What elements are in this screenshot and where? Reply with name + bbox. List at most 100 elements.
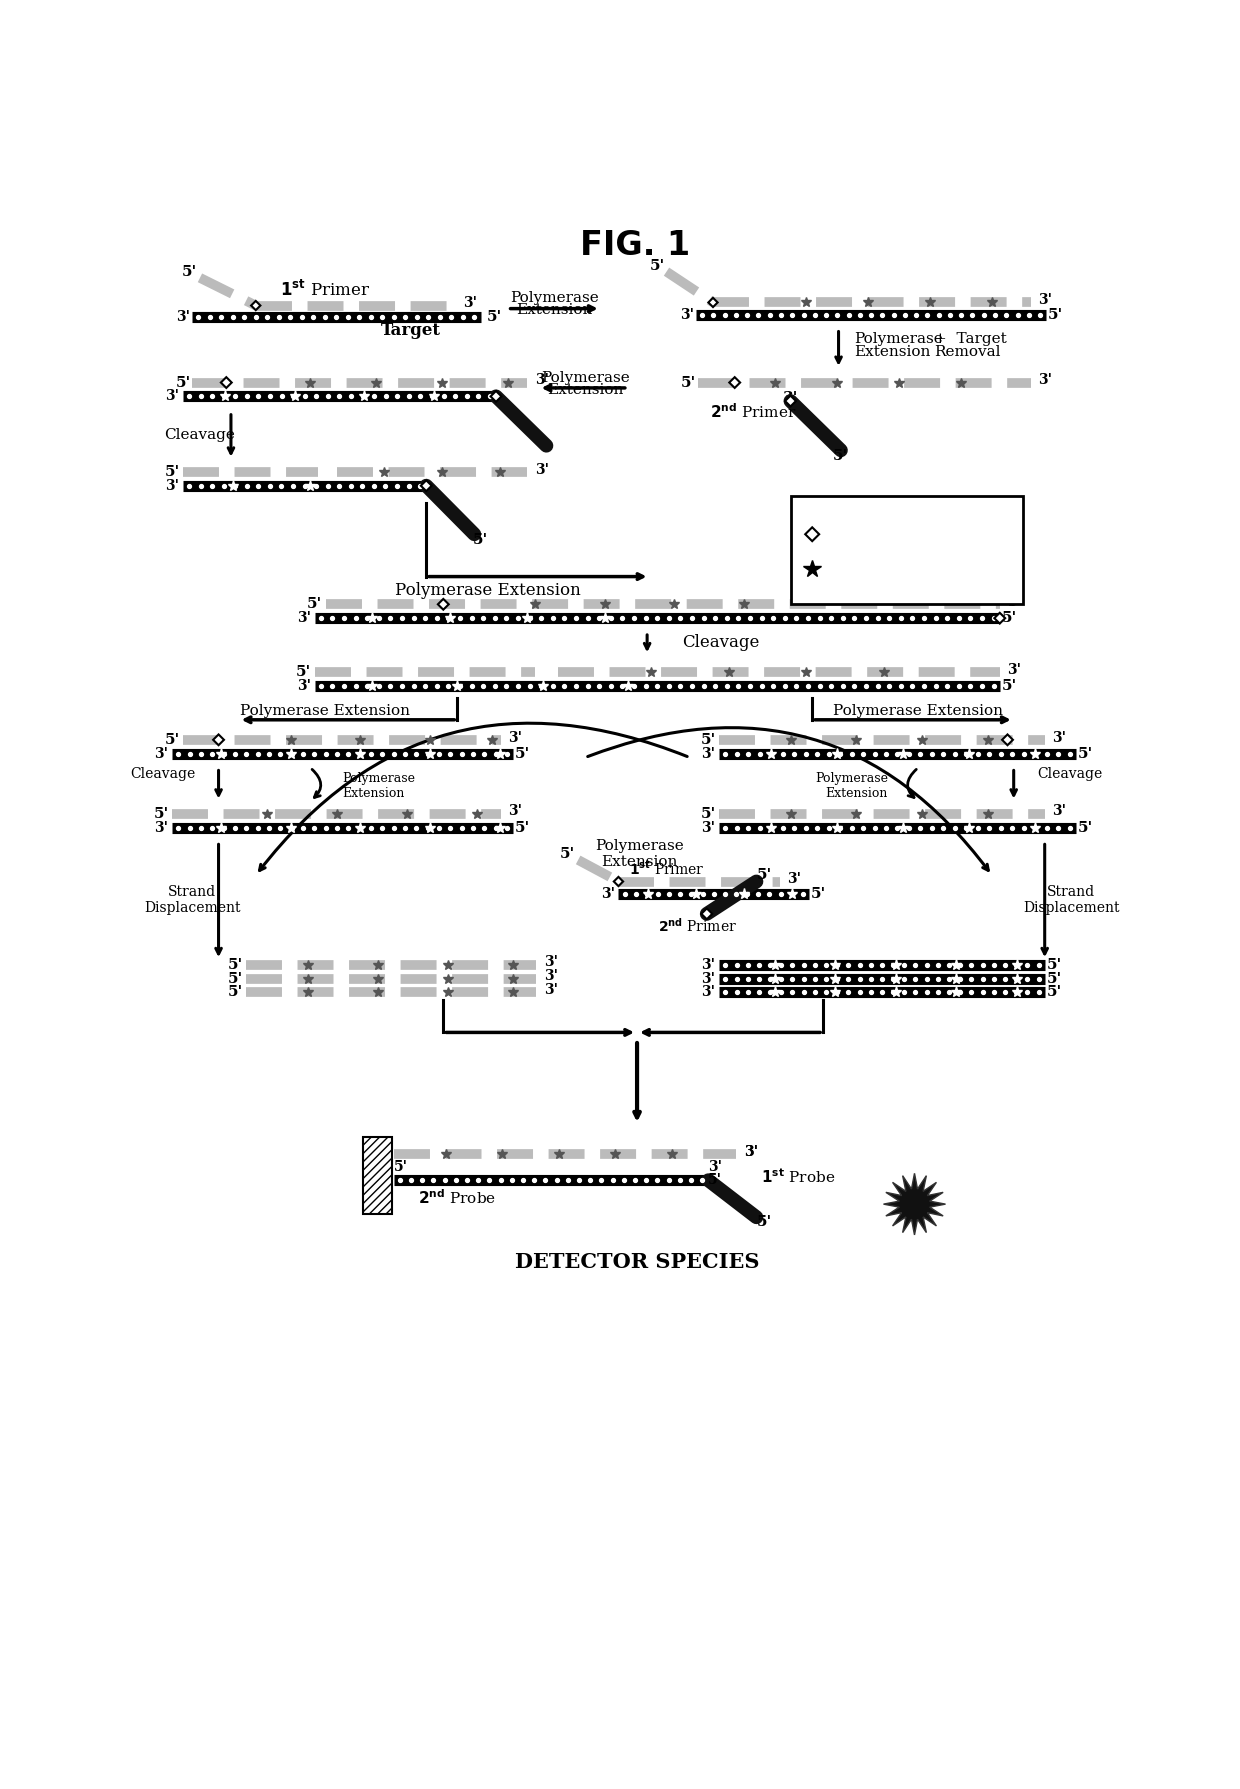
Text: 3': 3' [1039,293,1053,308]
Polygon shape [491,392,501,403]
Text: Cleavage: Cleavage [1037,767,1102,780]
Text: 5': 5' [559,846,575,861]
Text: 3': 3' [708,1161,723,1174]
Text: Target: Target [381,322,440,338]
Text: 3': 3' [544,955,558,970]
Text: 5': 5' [165,465,180,479]
Text: 5': 5' [1002,612,1017,624]
Text: 3': 3' [508,805,522,818]
Text: 3': 3' [702,971,715,986]
Text: 5': 5' [1047,971,1061,986]
Text: 3': 3' [296,612,311,624]
Text: +  Target: + Target [934,333,1007,347]
Text: Polymerase
Extension: Polymerase Extension [815,773,888,800]
Text: 5': 5' [1047,957,1061,971]
Text: 3': 3' [702,957,715,971]
Text: $\mathbf{1^{st}}$ Probe: $\mathbf{1^{st}}$ Probe [761,1166,836,1186]
Text: 5': 5' [1047,986,1061,1000]
Text: Polymerase Extension: Polymerase Extension [241,705,410,719]
Text: enzyme site: enzyme site [826,540,916,555]
Polygon shape [994,614,1006,624]
Polygon shape [213,735,224,746]
Text: Polymerase: Polymerase [854,333,942,347]
Text: 3': 3' [744,1145,758,1159]
Text: 3': 3' [508,730,522,744]
Text: 3': 3' [1053,805,1066,818]
Text: 5': 5' [1002,678,1017,692]
Text: 3': 3' [464,297,477,309]
Text: 5': 5' [515,746,529,760]
Text: 3': 3' [376,1174,389,1188]
Text: 3': 3' [176,309,190,324]
Text: 3': 3' [544,984,558,996]
Text: Polymerase
Extension: Polymerase Extension [342,773,415,800]
Text: 5': 5' [228,957,243,971]
Text: 3': 3' [165,479,179,492]
Polygon shape [702,909,712,920]
Text: 5': 5' [701,807,715,821]
Text: 3': 3' [1007,662,1022,676]
Text: Polymerase
Extension: Polymerase Extension [595,839,683,869]
Text: 5': 5' [175,376,191,390]
Text: 3': 3' [154,746,169,760]
Text: 3': 3' [376,1174,389,1188]
Text: 5': 5' [756,1215,771,1229]
Text: 3': 3' [296,678,311,692]
Text: 3': 3' [544,970,558,984]
Text: 3': 3' [702,821,715,835]
Text: 5': 5' [1048,308,1063,322]
Text: $\mathbf{2^{nd}}$ Probe: $\mathbf{2^{nd}}$ Probe [418,1188,496,1208]
Text: 5': 5' [515,821,529,835]
Bar [363,1138,392,1215]
Text: 5': 5' [296,666,311,680]
Text: 3': 3' [154,821,169,835]
Text: Polymerase: Polymerase [541,370,630,385]
Text: 3': 3' [1039,374,1053,386]
Text: 5': 5' [228,986,243,1000]
Text: Polymerase Extension: Polymerase Extension [396,581,582,599]
Text: 3': 3' [782,392,799,404]
Text: 5': 5' [811,887,826,902]
Text: Cleavage: Cleavage [682,633,759,651]
Text: 5': 5' [376,1147,391,1161]
Text: 5': 5' [1078,746,1092,760]
Text: 5': 5' [472,533,489,547]
Text: 3': 3' [702,986,715,1000]
Text: Extension: Extension [516,302,593,317]
Text: 3': 3' [787,873,801,886]
Text: Polymerase: Polymerase [510,292,599,304]
Text: 5': 5' [650,258,665,272]
Text: Modification: Modification [826,560,923,574]
Polygon shape [729,377,740,388]
Text: 3': 3' [165,390,179,403]
Polygon shape [250,301,260,309]
Text: $\mathbf{1^{st}}$ Primer: $\mathbf{1^{st}}$ Primer [629,861,704,878]
Polygon shape [420,479,432,492]
Text: 3': 3' [1053,730,1066,744]
Text: 5': 5' [308,598,322,612]
Polygon shape [883,1174,945,1234]
Text: Extension: Extension [547,383,624,397]
Text: 5': 5' [165,733,180,746]
Text: DETECTOR SPECIES: DETECTOR SPECIES [515,1252,759,1272]
Polygon shape [438,599,449,610]
Text: 5': 5' [228,971,243,986]
Text: Removal: Removal [934,345,1001,360]
Text: 5': 5' [701,733,715,746]
Text: $\mathbf{2^{nd}}$ Primer: $\mathbf{2^{nd}}$ Primer [711,403,796,420]
Text: 3': 3' [534,463,549,476]
Polygon shape [785,395,796,406]
Text: Restriction: Restriction [826,528,910,542]
Bar [791,496,1023,603]
Polygon shape [708,297,718,308]
Polygon shape [221,377,232,388]
Text: 5': 5' [487,309,502,324]
Text: 3': 3' [744,1145,758,1159]
Text: 5': 5' [833,449,848,463]
Text: $\mathbf{1^{st}}$ Primer: $\mathbf{1^{st}}$ Primer [280,281,371,301]
Text: Cleavage: Cleavage [130,767,196,780]
Text: 3': 3' [702,746,715,760]
Text: Key: Key [887,497,926,515]
Text: 3': 3' [534,374,549,386]
Text: Polymerase Extension: Polymerase Extension [833,705,1003,719]
